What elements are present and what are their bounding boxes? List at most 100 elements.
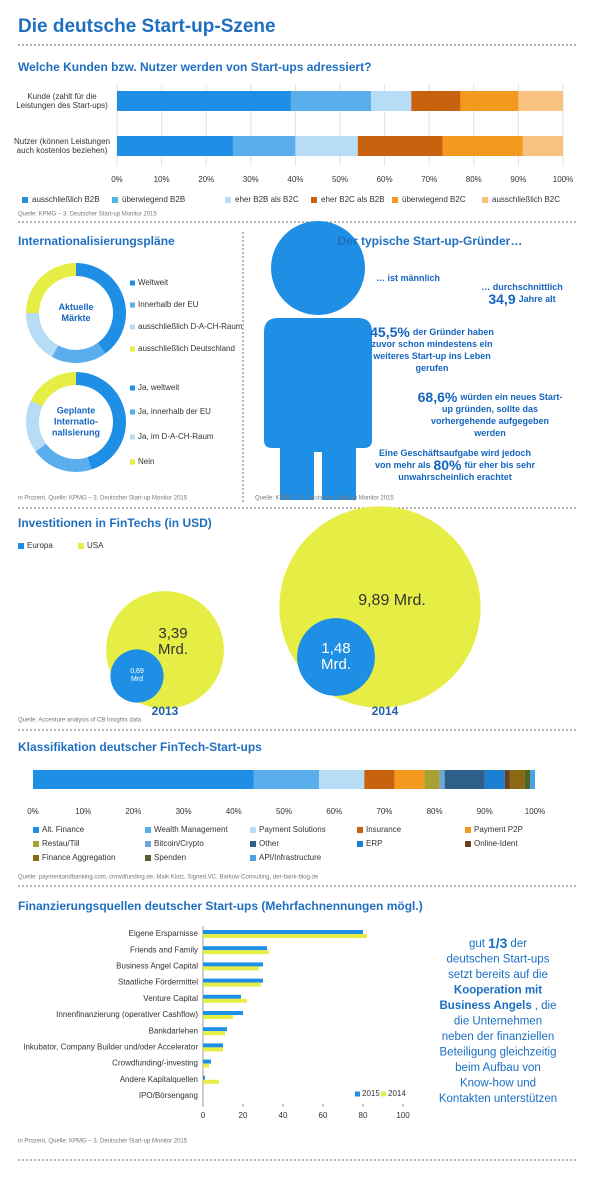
x-tick-label: 40% bbox=[287, 175, 303, 184]
text-span: 1/3 bbox=[488, 935, 508, 951]
text-span: deutschen Start-ups bbox=[447, 954, 550, 966]
legend-label: ausschließlich Deutschland bbox=[138, 344, 235, 353]
legend-label: USA bbox=[87, 541, 104, 550]
text-span: von mehr als bbox=[375, 460, 431, 470]
legend-label: Insurance bbox=[366, 825, 402, 834]
donut-segment bbox=[26, 263, 76, 313]
center-label: Aktuelle bbox=[58, 302, 93, 312]
legend-label: Europa bbox=[27, 541, 53, 550]
text-span: Business Angels bbox=[440, 1000, 532, 1012]
legend-label: Ja, weltweit bbox=[138, 383, 180, 392]
text-line: up gründen, sollte das bbox=[442, 404, 538, 414]
bar-segment bbox=[253, 770, 320, 789]
text-line: gut 1/3 der bbox=[469, 935, 527, 951]
chart-title: Investitionen in FinTechs (in USD) bbox=[18, 516, 212, 530]
text-span: unwahrscheinlich erachtet bbox=[398, 472, 512, 482]
text-line: 34,9 Jahre alt bbox=[488, 291, 555, 307]
x-tick-label: 40 bbox=[279, 1111, 288, 1120]
y-tick-label: Crowdfunding/-investing bbox=[112, 1059, 198, 1068]
legend-swatch bbox=[355, 1091, 360, 1097]
bar bbox=[203, 1047, 223, 1052]
text-span: , die bbox=[535, 1000, 557, 1012]
text-line: Know-how und bbox=[460, 1078, 536, 1090]
bubble bbox=[297, 618, 375, 696]
data-label: 0,69 Mrd bbox=[130, 668, 144, 683]
legend-swatch bbox=[465, 827, 471, 833]
bar bbox=[203, 1011, 243, 1015]
legend-swatch bbox=[250, 855, 256, 861]
legend-label: Alt. Finance bbox=[42, 825, 85, 834]
x-tick-label: 80% bbox=[466, 175, 482, 184]
legend-swatch bbox=[357, 841, 363, 847]
legend-swatch bbox=[145, 827, 151, 833]
donut-segment bbox=[51, 342, 106, 364]
text-span: Jahre alt bbox=[519, 294, 556, 304]
bar-segment bbox=[529, 770, 535, 789]
legend-label: Wealth Management bbox=[154, 825, 228, 834]
text-line: Business Angels, die bbox=[440, 1000, 557, 1012]
bar bbox=[203, 1043, 223, 1048]
text-line: Kooperation mit bbox=[454, 985, 542, 997]
x-tick-label: 90% bbox=[510, 175, 526, 184]
legend-swatch bbox=[130, 280, 135, 286]
section-title: Der typische Start-up-Gründer… bbox=[338, 234, 523, 248]
legend-label: Other bbox=[259, 839, 279, 848]
y-tick-label: Eigene Ersparnisse bbox=[129, 929, 199, 938]
bar-segment bbox=[357, 136, 443, 156]
legend-label: Online-Ident bbox=[474, 839, 518, 848]
y-tick-label: IPO/Börsengang bbox=[139, 1091, 198, 1100]
legend-label: eher B2B als B2C bbox=[235, 195, 299, 204]
text-span: setzt bereits auf die bbox=[448, 969, 548, 981]
center-label: Internatio- bbox=[54, 416, 98, 426]
y-tick-label: Venture Capital bbox=[143, 994, 198, 1003]
center-label: Märkte bbox=[61, 313, 90, 323]
bar-segment bbox=[442, 136, 523, 156]
text-span: gerufen bbox=[415, 363, 448, 373]
text-span: der bbox=[510, 938, 527, 950]
bar-segment bbox=[232, 136, 296, 156]
legend-swatch bbox=[145, 855, 151, 861]
source-note: Quelle: KPMG – 3. Deutscher Start-up Mon… bbox=[18, 212, 157, 218]
y-tick-label: Innenfinanzierung (operativer Cashflow) bbox=[56, 1010, 198, 1019]
text-span: 34,9 bbox=[488, 291, 515, 307]
bar bbox=[203, 1059, 211, 1064]
text-line: 68,6% würden ein neues Start- bbox=[418, 389, 563, 405]
x-tick-label: 10% bbox=[75, 807, 91, 816]
text-line: Kontakten unterstützen bbox=[439, 1093, 557, 1105]
source-note: Quelle: KPMG – 3. Deutscher Start-up Mon… bbox=[255, 496, 394, 502]
chart-title: Klassifikation deutscher FinTech-Start-u… bbox=[18, 740, 262, 754]
bar-segment bbox=[411, 91, 461, 111]
bar-segment bbox=[444, 770, 485, 789]
legend-label: ausschließlich D-A-CH-Raum bbox=[138, 322, 243, 331]
text-line: von mehr als 80% für eher bis sehr bbox=[375, 457, 536, 473]
legend-swatch bbox=[250, 827, 256, 833]
bar-segment bbox=[509, 770, 525, 789]
text-span: Kooperation mit bbox=[454, 985, 542, 997]
founder-silhouette bbox=[264, 221, 372, 500]
x-tick-label: 80% bbox=[427, 807, 443, 816]
bar-segment bbox=[484, 770, 505, 789]
data-label: 1,48 Mrd. bbox=[321, 639, 351, 673]
silhouette-head bbox=[271, 221, 365, 315]
x-tick-label: 30% bbox=[176, 807, 192, 816]
bar-segment bbox=[319, 770, 365, 789]
data-label: 0,69 Mrd bbox=[130, 668, 144, 683]
text-span: Beteiligung gleichzeitig bbox=[440, 1047, 557, 1059]
text-span: gut bbox=[469, 938, 486, 950]
legend-swatch bbox=[311, 197, 317, 203]
bar bbox=[203, 982, 261, 987]
bar-segment bbox=[394, 770, 425, 789]
x-tick-label: 20% bbox=[125, 807, 141, 816]
category-label: Nutzer (können Leistungen auch kostenlos… bbox=[13, 137, 111, 155]
text-span: Know-how und bbox=[460, 1078, 536, 1090]
legend-label: API/Infrastructure bbox=[259, 853, 322, 862]
legend-swatch bbox=[33, 841, 39, 847]
y-tick-label: Friends and Family bbox=[130, 945, 198, 954]
bar-segment bbox=[117, 136, 233, 156]
text-span: up gründen, sollte das bbox=[442, 404, 538, 414]
bar bbox=[203, 950, 269, 955]
center-label: nalisierung bbox=[52, 427, 100, 437]
x-tick-label: 60 bbox=[319, 1111, 328, 1120]
legend-swatch bbox=[130, 409, 135, 415]
bar-segment bbox=[424, 770, 440, 789]
